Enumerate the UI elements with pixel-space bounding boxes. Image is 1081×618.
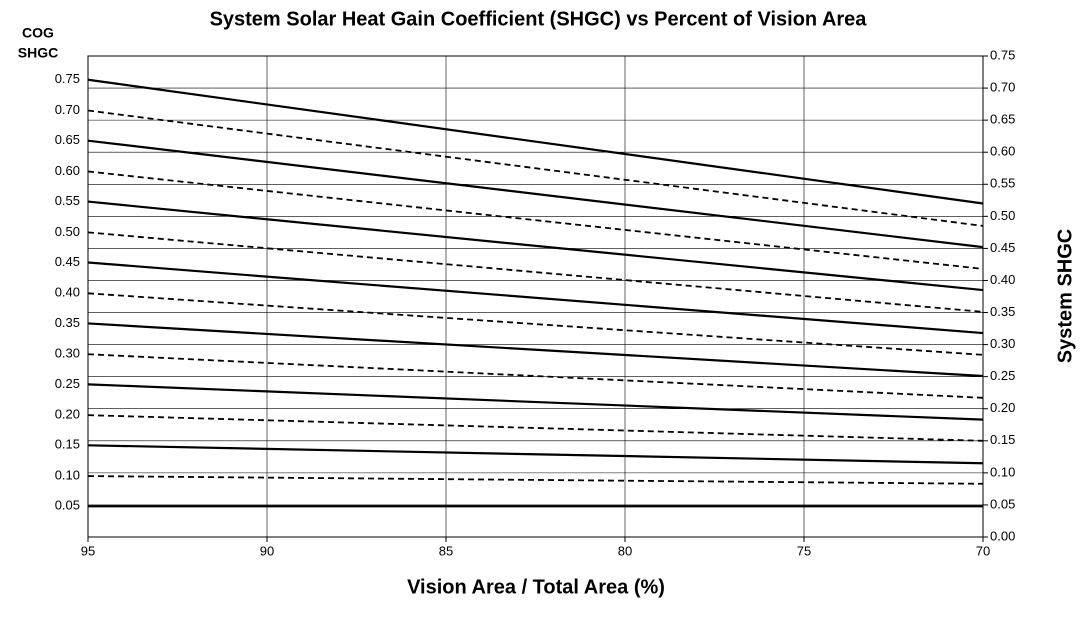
series-line [87,200,984,292]
series-line [87,292,984,356]
y-tick-label: 0.45 [990,240,1015,255]
x-axis-title: Vision Area / Total Area (%) [407,576,665,598]
x-tick-label: 95 [81,543,95,558]
y-tick-label: 0.60 [990,144,1015,159]
y-tick-label: 0.25 [990,368,1015,383]
x-tick-label: 80 [618,543,632,558]
series-line [87,139,984,249]
cog-label: 0.70 [55,102,80,117]
cog-label: 0.50 [55,224,80,239]
y-tick-label: 0.65 [990,112,1015,127]
y-tick-label: 0.50 [990,208,1015,223]
x-tick-label: 85 [439,543,453,558]
x-tick-label: 75 [797,543,811,558]
x-tick-label: 70 [976,543,990,558]
series-line [87,444,984,465]
cog-label: 0.55 [55,193,80,208]
y-tick-label: 0.70 [990,80,1015,95]
y-tick-label: 0.30 [990,336,1015,351]
y-tick-label: 0.75 [990,47,1015,62]
y-tick-label: 0.05 [990,496,1015,511]
x-tick-label: 90 [260,543,274,558]
left-axis-title: COG [22,25,54,41]
chart-title: System Solar Heat Gain Coefficient (SHGC… [210,8,868,30]
cog-label: 0.05 [55,498,80,513]
cog-label: 0.15 [55,437,80,452]
series-line [87,261,984,335]
series-line [87,414,984,442]
y-tick-label: 0.10 [990,464,1015,479]
cog-label: 0.40 [55,285,80,300]
series-line [87,475,984,485]
cog-label: 0.10 [55,468,80,483]
left-axis-title: SHGC [18,45,58,61]
y-tick-label: 0.20 [990,400,1015,415]
cog-label: 0.60 [55,163,80,178]
y-tick-label: 0.55 [990,176,1015,191]
cog-label: 0.65 [55,132,80,147]
y-tick-label: 0.00 [990,528,1015,543]
series-line [87,78,984,205]
series-line [87,170,984,270]
series-line [87,383,984,421]
cog-label: 0.45 [55,254,80,269]
y-axis-title: System SHGC [1054,229,1076,364]
y-tick-label: 0.15 [990,432,1015,447]
cog-label: 0.75 [55,71,80,86]
cog-label: 0.25 [55,376,80,391]
cog-label: 0.30 [55,346,80,361]
y-tick-label: 0.35 [990,304,1015,319]
series-line [87,322,984,378]
y-tick-label: 0.40 [990,272,1015,287]
series-line [87,109,984,227]
cog-label: 0.20 [55,407,80,422]
series-line [87,353,984,399]
cog-label: 0.35 [55,315,80,330]
